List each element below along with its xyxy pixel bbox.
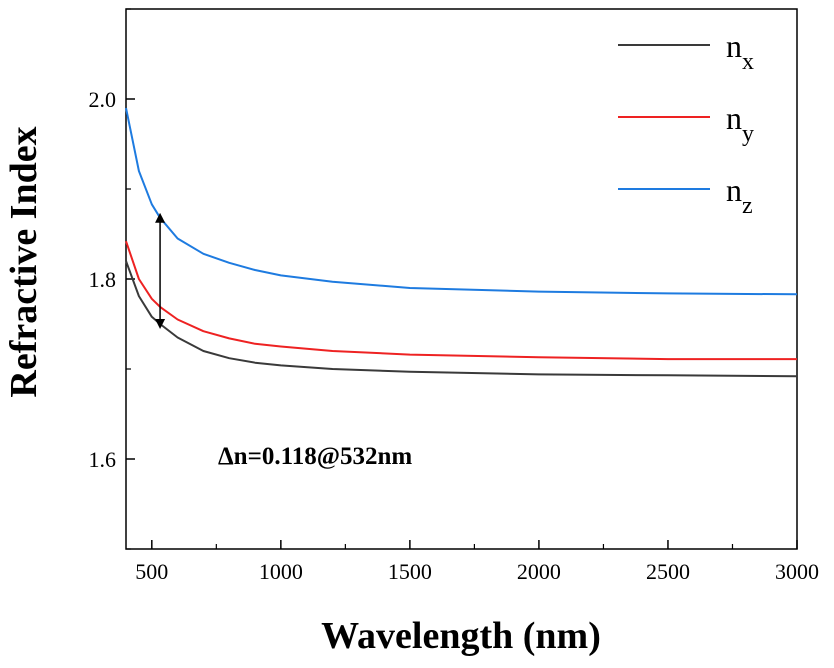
- axis-ticks: [126, 8, 798, 550]
- y-tick-label: 2.0: [89, 87, 117, 112]
- y-tick-label: 1.8: [89, 267, 117, 292]
- x-tick-label: 3000: [775, 559, 819, 584]
- tick-labels: 500 1000 1500 2000 2500 3000 1.6 1.8 2.0: [89, 87, 820, 584]
- series-lines: [125, 107, 798, 378]
- series-line-n-x: [125, 260, 798, 378]
- x-tick-label: 1000: [259, 559, 303, 584]
- delta-n-annotation: Δn=0.118@532nm: [218, 443, 412, 470]
- x-axis-title: Wavelength (nm): [321, 615, 601, 657]
- x-tick-label: 2000: [517, 559, 561, 584]
- series-line-n-y: [125, 240, 797, 361]
- y-axis-title: Refractive Index: [3, 126, 45, 397]
- legend: nx ny nz: [618, 28, 754, 219]
- series-line-n-z: [125, 107, 798, 296]
- legend-label: ny: [726, 100, 754, 147]
- x-tick-label: 2500: [646, 559, 690, 584]
- legend-label: nz: [726, 172, 753, 219]
- x-tick-label: 500: [135, 559, 168, 584]
- legend-label: nx: [726, 28, 754, 75]
- x-tick-label: 1500: [388, 559, 432, 584]
- annotation: Δn=0.118@532nm: [155, 212, 412, 470]
- y-tick-label: 1.6: [89, 447, 117, 472]
